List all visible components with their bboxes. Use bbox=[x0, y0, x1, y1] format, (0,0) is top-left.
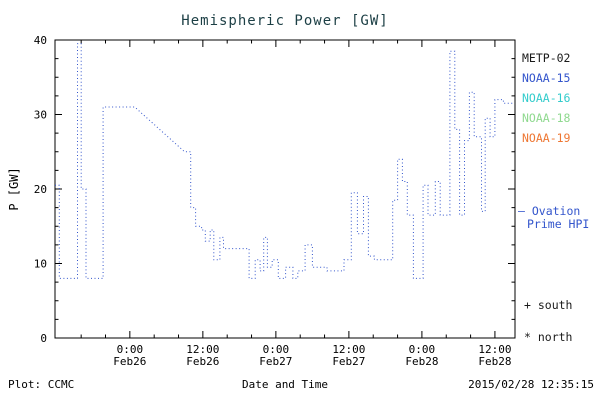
x-tick-time-label: 0:00 bbox=[117, 343, 144, 356]
y-tick-label: 0 bbox=[40, 332, 47, 345]
x-tick-time-label: 0:00 bbox=[263, 343, 290, 356]
plot-credit: Plot: CCMC bbox=[8, 378, 75, 391]
x-tick-date-label: Feb28 bbox=[405, 355, 438, 368]
marker-key-north: * north bbox=[524, 330, 573, 344]
x-tick-date-label: Feb26 bbox=[186, 355, 219, 368]
x-axis-label: Date and Time bbox=[241, 378, 329, 391]
legend-item-noaa-15: NOAA-15 bbox=[522, 71, 571, 85]
x-tick-time-label: 12:00 bbox=[332, 343, 365, 356]
x-tick-date-label: Feb27 bbox=[332, 355, 365, 368]
x-tick-time-label: 12:00 bbox=[186, 343, 219, 356]
satellite-legend: METP-02 NOAA-15 NOAA-16 NOAA-18 NOAA-19 bbox=[522, 48, 570, 148]
legend-item-noaa-18: NOAA-18 bbox=[522, 111, 571, 125]
legend-item-noaa-16: NOAA-16 bbox=[522, 91, 571, 105]
chart-title: Hemispheric Power [GW] bbox=[181, 13, 389, 29]
x-tick-date-label: Feb28 bbox=[478, 355, 511, 368]
legend-item-metp-02: METP-02 bbox=[522, 51, 571, 65]
y-tick-label: 10 bbox=[34, 258, 47, 271]
y-tick-label: 20 bbox=[34, 183, 47, 196]
series-legend-ovation: — Ovation Prime HPI bbox=[518, 205, 589, 231]
x-tick-time-label: 12:00 bbox=[478, 343, 511, 356]
x-tick-date-label: Feb27 bbox=[259, 355, 292, 368]
plot-border bbox=[54, 39, 516, 339]
x-tick-time-label: 0:00 bbox=[409, 343, 436, 356]
y-axis-label: P [GW] bbox=[7, 167, 21, 211]
x-tick-date-label: Feb26 bbox=[113, 355, 146, 368]
hpi-step-line bbox=[55, 43, 515, 279]
plot-timestamp: 2015/02/28 12:35:15 bbox=[468, 378, 594, 391]
y-tick-label: 30 bbox=[34, 109, 47, 122]
y-tick-label: 40 bbox=[34, 34, 47, 47]
marker-key-south: + south bbox=[524, 298, 573, 312]
series-legend-line2: Prime HPI bbox=[527, 217, 590, 231]
legend-item-noaa-19: NOAA-19 bbox=[522, 131, 571, 145]
series-legend-line1: — Ovation bbox=[518, 204, 581, 218]
